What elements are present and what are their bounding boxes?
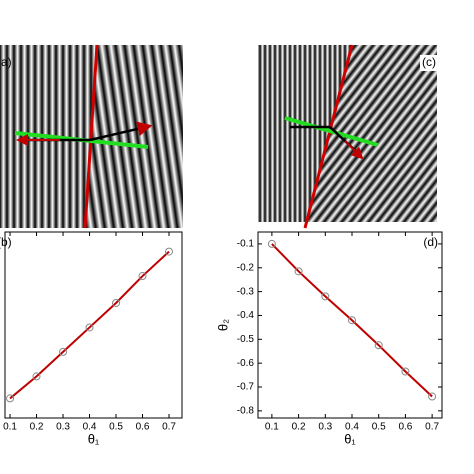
y-tick-label: -0.2 xyxy=(237,262,255,273)
x-tick-label: 0.3 xyxy=(56,422,70,433)
y-axis-label: θ₂ xyxy=(215,319,230,331)
y-tick-label: -0.7 xyxy=(237,382,255,393)
fit-line xyxy=(9,250,170,400)
x-tick-label: 0.5 xyxy=(109,422,123,433)
fit-line xyxy=(271,243,433,398)
x-tick-label: 0.4 xyxy=(83,422,97,433)
panel-label: (d) xyxy=(423,235,438,249)
y-tick-label: -0.1 xyxy=(237,239,255,250)
point xyxy=(112,298,121,307)
x-tick-label: 0.2 xyxy=(30,422,44,433)
x-tick-label: 0.4 xyxy=(345,422,359,433)
y-tick-label: -0.3 xyxy=(237,286,255,297)
x-tick-label: 0.6 xyxy=(398,422,412,433)
point xyxy=(401,367,410,376)
panel-label: (b) xyxy=(0,235,12,249)
point xyxy=(267,239,276,248)
x-tick-label: 0.6 xyxy=(136,422,150,433)
y-tick-label: -0.4 xyxy=(237,310,255,321)
point xyxy=(348,316,357,325)
point xyxy=(138,272,147,281)
x-tick-label: 0.7 xyxy=(162,422,176,433)
point xyxy=(59,347,68,356)
x-tick-label: 0.3 xyxy=(318,422,332,433)
point xyxy=(32,372,41,381)
x-tick-label: 0.5 xyxy=(372,422,386,433)
point xyxy=(321,292,330,301)
x-axis-label: θ₁ xyxy=(88,431,100,446)
point xyxy=(165,247,174,256)
panel-label: (c) xyxy=(422,55,436,69)
x-axis-label: θ₁ xyxy=(344,431,356,446)
panel-label: (a) xyxy=(0,55,12,69)
point xyxy=(374,341,383,350)
x-tick-label: 0.1 xyxy=(265,422,279,433)
x-tick-label: 0.7 xyxy=(425,422,439,433)
x-tick-label: 0.1 xyxy=(3,422,17,433)
image-a: (a) xyxy=(0,44,183,229)
image-c: (c) xyxy=(258,44,440,229)
point xyxy=(85,323,94,332)
plot-frame xyxy=(257,231,443,419)
y-tick-label: -0.6 xyxy=(237,358,255,369)
point xyxy=(6,394,15,403)
y-tick-label: -0.5 xyxy=(237,334,255,345)
point xyxy=(428,392,437,401)
x-tick-label: 0.2 xyxy=(292,422,306,433)
y-tick-label: -0.8 xyxy=(237,405,255,416)
plot-frame xyxy=(4,231,183,419)
point xyxy=(294,267,303,276)
